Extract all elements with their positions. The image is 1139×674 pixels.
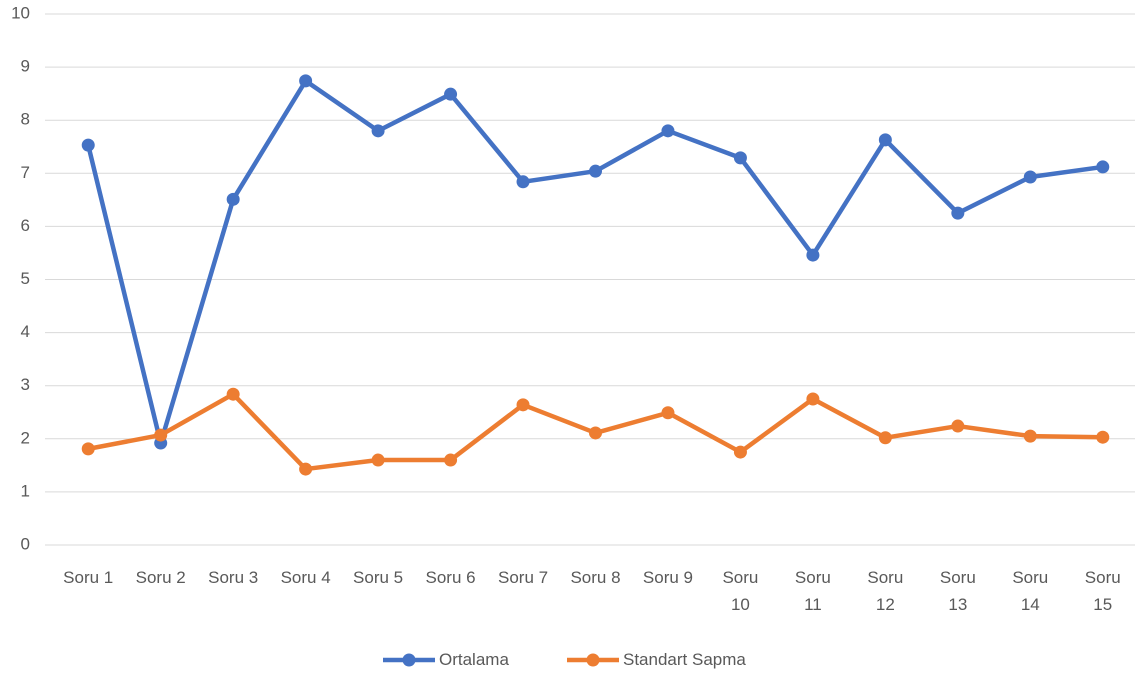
x-tick-label: Soru 11 [794,568,831,614]
data-point [299,74,313,88]
y-tick-label: 0 [21,534,30,553]
data-point [444,453,458,467]
series-line [86,78,1104,446]
data-point [1023,429,1037,443]
data-point [154,428,168,442]
x-tick-label: Soru 15 [1084,568,1121,614]
x-tick-label: Soru 5 [353,568,404,587]
legend-label: Standart Sapma [623,650,746,669]
data-point [299,462,313,476]
x-tick-label: Soru 4 [280,568,331,587]
legend-label: Ortalama [439,650,509,669]
data-point [878,431,892,445]
y-tick-label: 8 [21,110,30,129]
data-point [81,442,95,456]
data-point [806,392,820,406]
data-point [951,206,965,220]
y-tick-label: 6 [21,216,30,235]
x-tick-label: Soru 10 [722,568,759,614]
data-point [733,151,747,165]
x-tick-label: Soru 3 [208,568,259,587]
y-tick-label: 7 [21,163,30,182]
data-point [1096,160,1110,174]
x-tick-label: Soru 7 [497,568,549,587]
x-tick-label: Soru 9 [642,568,693,587]
legend-marker [586,653,600,667]
x-tick-label: Soru 13 [939,568,976,614]
data-point [589,164,602,178]
x-tick-label: Soru 8 [570,568,621,587]
data-point [878,133,892,147]
data-point [226,387,240,401]
data-point [806,248,820,262]
data-point [951,419,965,433]
y-tick-label: 5 [21,269,30,288]
y-tick-label: 9 [21,57,30,76]
y-tick-label: 3 [21,375,30,394]
x-tick-label: Soru 1 [63,568,114,587]
x-tick-label: Soru 6 [425,568,476,587]
data-point [1023,170,1037,184]
data-point [661,406,675,420]
x-tick-label: Soru 2 [135,568,186,587]
y-tick-label: 4 [21,322,30,341]
data-point [444,87,458,101]
data-point [589,426,602,440]
y-tick-label: 2 [21,428,30,447]
data-point [516,398,530,412]
y-tick-label: 1 [21,481,30,500]
x-tick-label: Soru 12 [867,568,904,614]
data-point [226,192,240,206]
data-point [81,138,95,152]
x-tick-label: Soru 14 [1012,568,1049,614]
data-point [371,453,385,467]
data-point [1096,430,1110,444]
data-point [371,124,385,138]
data-point [661,124,675,138]
legend-marker [402,653,416,667]
data-point [516,175,530,189]
data-point [733,445,747,459]
y-tick-label: 10 [11,3,30,22]
